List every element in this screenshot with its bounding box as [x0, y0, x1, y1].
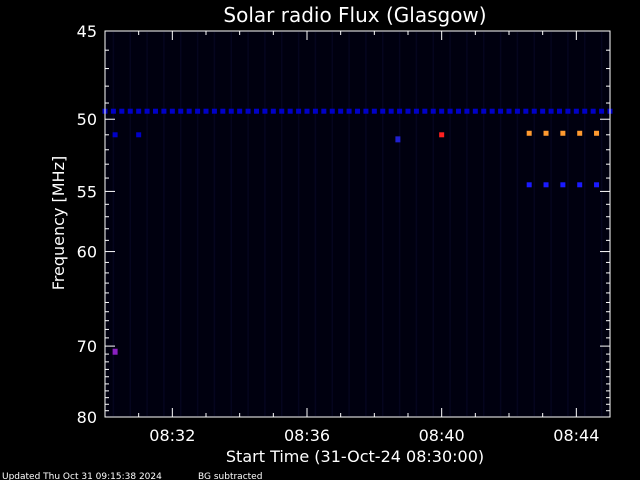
flux-cell — [543, 182, 549, 188]
flux-cell — [296, 108, 302, 114]
flux-cell — [594, 182, 600, 188]
flux-cell — [388, 108, 394, 114]
flux-cell — [481, 108, 487, 114]
flux-cell — [523, 108, 529, 114]
flux-cell — [526, 182, 532, 188]
flux-cell — [447, 108, 453, 114]
flux-cell — [346, 108, 352, 114]
flux-cell — [355, 108, 360, 114]
y-tick-label: 55 — [77, 182, 97, 201]
flux-cell — [577, 182, 583, 188]
flux-cell — [186, 108, 192, 114]
flux-cell — [304, 108, 310, 114]
flux-cell — [363, 108, 369, 114]
y-tick-label: 60 — [77, 243, 97, 262]
flux-cell — [430, 108, 436, 114]
x-tick-label: 08:40 — [419, 426, 465, 445]
y-tick-label: 80 — [77, 408, 97, 427]
flux-cell — [287, 108, 293, 114]
flux-cell — [413, 108, 419, 114]
flux-cell — [211, 108, 217, 114]
flux-cell — [112, 132, 118, 138]
flux-cell — [321, 108, 327, 114]
flux-cell — [599, 108, 605, 114]
x-tick-label: 08:36 — [284, 426, 330, 445]
flux-cell — [279, 108, 285, 114]
flux-cell — [543, 130, 549, 136]
plot-background — [105, 31, 610, 417]
flux-cell — [506, 108, 512, 114]
flux-cell — [270, 108, 276, 114]
y-tick-label: 50 — [77, 110, 97, 129]
flux-cell — [144, 108, 150, 114]
flux-cell — [380, 108, 386, 114]
flux-cell — [119, 108, 125, 114]
flux-cell — [582, 108, 588, 114]
flux-cell — [178, 108, 184, 114]
flux-cell — [531, 108, 537, 114]
flux-cell — [127, 108, 133, 114]
y-tick-label: 45 — [77, 22, 97, 41]
flux-cell — [514, 108, 520, 114]
vertical-stripes — [112, 32, 603, 416]
x-tick-label: 08:44 — [553, 426, 599, 445]
flux-cell — [405, 108, 411, 114]
flux-cell — [526, 130, 532, 136]
flux-cell — [110, 108, 116, 114]
footer-note: BG subtracted — [198, 472, 262, 480]
flux-cell — [262, 108, 268, 114]
flux-cell — [573, 108, 579, 114]
y-tick-label: 70 — [77, 337, 97, 356]
flux-cell — [312, 108, 318, 114]
x-tick-label: 08:32 — [149, 426, 195, 445]
chart-title: Solar radio Flux (Glasgow) — [223, 3, 486, 27]
flux-cell — [577, 130, 583, 136]
flux-cell — [498, 108, 504, 114]
flux-cell — [594, 130, 600, 136]
flux-cell — [338, 108, 344, 114]
flux-cell — [590, 108, 596, 114]
flux-cell — [245, 108, 251, 114]
flux-cell — [203, 108, 209, 114]
flux-cell — [464, 108, 470, 114]
x-ticks: 08:32 08:36 08:40 08:44 — [138, 31, 599, 445]
flux-cell — [472, 108, 478, 114]
flux-cell — [220, 108, 226, 114]
flux-point — [112, 348, 118, 355]
flux-cell — [371, 108, 377, 114]
flux-cell — [557, 108, 562, 114]
flux-cell — [237, 108, 243, 114]
x-axis-label: Start Time (31-Oct-24 08:30:00) — [226, 447, 484, 466]
footer-updated: Updated Thu Oct 31 09:15:38 2024 — [2, 472, 162, 480]
plot-area — [105, 31, 610, 417]
flux-cell — [548, 108, 554, 114]
flux-cell — [439, 132, 445, 138]
flux-cell — [329, 108, 335, 114]
flux-cell — [169, 108, 175, 114]
flux-cell — [439, 108, 445, 114]
y-ticks: 45 50 55 60 70 80 — [77, 22, 610, 427]
flux-cell — [228, 108, 234, 114]
flux-cell — [560, 182, 566, 188]
flux-point — [395, 136, 401, 143]
flux-cell — [136, 132, 142, 138]
flux-cell — [540, 108, 546, 114]
flux-cell — [195, 108, 201, 114]
flux-cell — [161, 108, 167, 114]
y-axis-label: Frequency [MHz] — [49, 156, 68, 290]
flux-cell — [456, 108, 461, 114]
flux-cell — [397, 108, 403, 114]
flux-cell — [153, 108, 158, 114]
flux-cell — [136, 108, 142, 114]
axes — [104, 30, 611, 418]
flux-cell — [560, 130, 566, 136]
flux-cell — [254, 108, 259, 114]
flux-cell — [565, 108, 571, 114]
flux-cell — [489, 108, 495, 114]
plot-frame — [104, 30, 611, 418]
flux-cell — [422, 108, 428, 114]
